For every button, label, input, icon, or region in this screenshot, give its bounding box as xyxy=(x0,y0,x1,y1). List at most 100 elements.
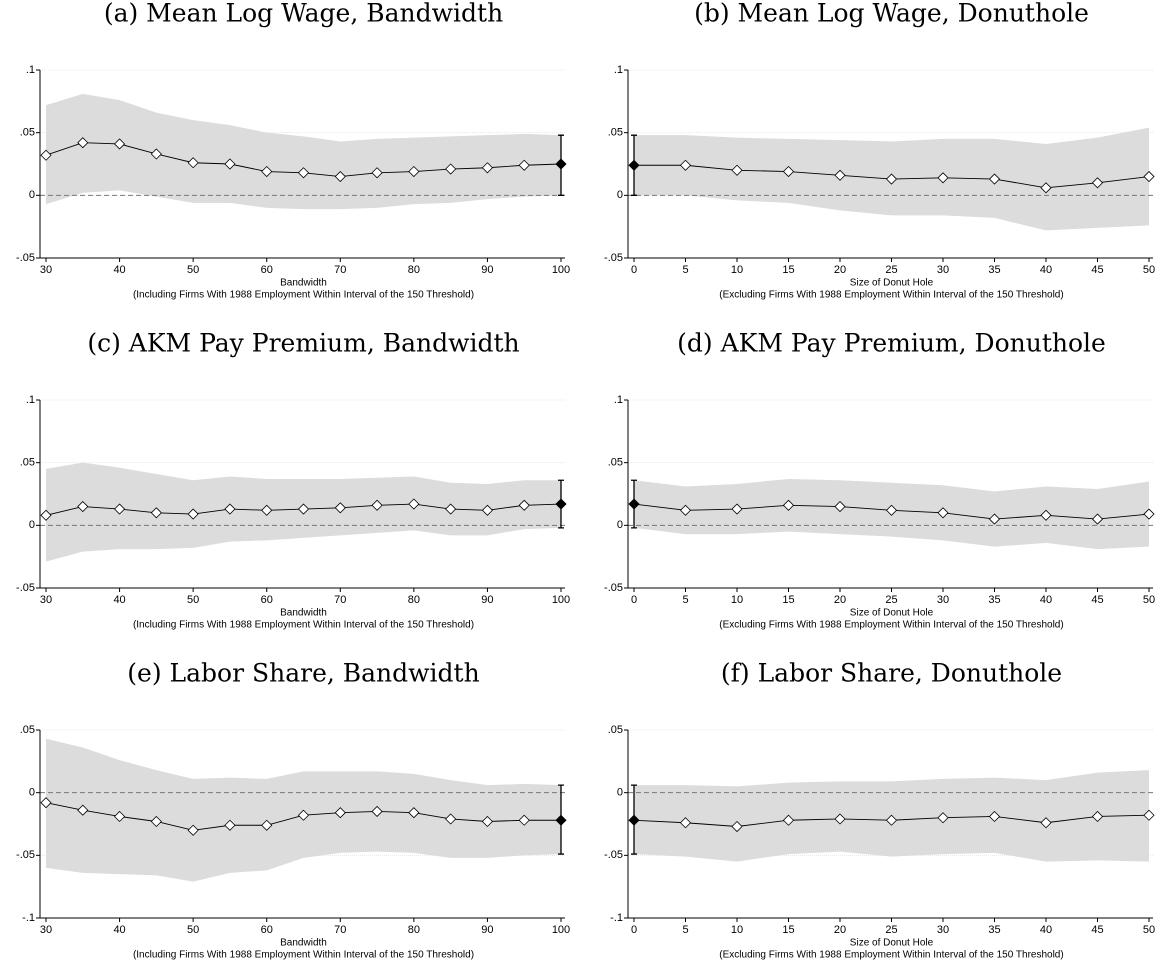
x-tick-label: 35 xyxy=(988,264,1000,276)
x-tick-label: 30 xyxy=(937,264,949,276)
y-tick-label: -.05 xyxy=(604,582,623,594)
x-axis-note: (Including Firms With 1988 Employment Wi… xyxy=(133,950,474,961)
point-marker xyxy=(187,508,199,520)
x-axis-note: (Excluding Firms With 1988 Employment Wi… xyxy=(719,950,1063,961)
panel-title: (e) Labor Share, Bandwidth xyxy=(127,659,479,688)
point-marker xyxy=(731,164,743,176)
point-marker xyxy=(885,173,898,185)
point-marker xyxy=(261,819,273,831)
point-marker xyxy=(518,159,530,171)
x-tick-label: 30 xyxy=(40,594,52,606)
y-tick-label: -.05 xyxy=(16,582,35,594)
x-axis-label: Bandwidth xyxy=(280,278,327,289)
point-marker xyxy=(1143,809,1155,821)
x-tick-label: 40 xyxy=(113,264,125,276)
x-tick-label: 30 xyxy=(937,924,949,936)
x-tick-label: 40 xyxy=(113,594,125,606)
point-marker xyxy=(114,503,126,515)
point-marker xyxy=(408,498,420,510)
baseline-marker xyxy=(628,159,640,171)
x-tick-label: 25 xyxy=(885,924,897,936)
point-marker xyxy=(224,158,236,170)
y-tick-label: 0 xyxy=(617,787,623,799)
point-marker xyxy=(834,169,846,181)
point-marker xyxy=(334,807,346,819)
point-marker xyxy=(40,797,52,809)
x-tick-label: 15 xyxy=(782,924,794,936)
y-tick-label: -.05 xyxy=(604,252,623,264)
point-marker xyxy=(782,165,795,178)
point-marker xyxy=(1091,513,1104,525)
point-marker xyxy=(1040,817,1052,829)
point-marker xyxy=(297,809,310,821)
x-tick-label: 70 xyxy=(334,594,346,606)
x-tick-label: 20 xyxy=(834,264,846,276)
x-tick-label: 15 xyxy=(782,594,794,606)
x-tick-label: 30 xyxy=(937,594,949,606)
point-marker xyxy=(114,810,126,823)
point-marker xyxy=(150,815,162,828)
y-tick-label: .1 xyxy=(614,394,623,406)
y-tick-label: -.1 xyxy=(22,912,35,924)
point-marker xyxy=(1091,177,1104,189)
x-tick-label: 60 xyxy=(261,924,273,936)
point-marker xyxy=(782,499,795,511)
point-marker xyxy=(77,500,89,513)
x-tick-label: 40 xyxy=(1040,594,1052,606)
x-tick-label: 60 xyxy=(261,264,273,276)
x-tick-label: 10 xyxy=(731,264,743,276)
y-tick-label: .1 xyxy=(26,394,35,406)
x-tick-label: 70 xyxy=(334,924,346,936)
point-marker xyxy=(679,159,692,171)
x-axis-note: (Including Firms With 1988 Employment Wi… xyxy=(133,290,474,301)
baseline-marker xyxy=(628,814,640,826)
x-tick-label: 35 xyxy=(988,594,1000,606)
panel-title: (f) Labor Share, Donuthole xyxy=(721,659,1062,688)
point-marker xyxy=(937,812,949,824)
x-tick-label: 70 xyxy=(334,264,346,276)
x-tick-label: 80 xyxy=(408,594,420,606)
point-marker xyxy=(1091,810,1104,823)
x-tick-label: 100 xyxy=(552,264,570,276)
x-tick-label: 45 xyxy=(1091,924,1103,936)
x-tick-label: 30 xyxy=(40,924,52,936)
x-tick-label: 90 xyxy=(481,594,493,606)
x-tick-label: 10 xyxy=(731,924,743,936)
panel-title: (b) Mean Log Wage, Donuthole xyxy=(694,0,1089,28)
x-tick-label: 25 xyxy=(885,594,897,606)
point-marker xyxy=(261,504,273,516)
x-tick-label: 20 xyxy=(834,924,846,936)
point-marker xyxy=(334,502,346,514)
point-marker xyxy=(988,810,1001,823)
point-marker xyxy=(334,170,346,183)
x-tick-label: 5 xyxy=(682,264,688,276)
point-marker xyxy=(371,805,383,818)
x-tick-label: 80 xyxy=(408,924,420,936)
x-tick-label: 90 xyxy=(481,924,493,936)
point-marker xyxy=(481,815,493,828)
panel-title: (a) Mean Log Wage, Bandwidth xyxy=(104,0,503,28)
point-marker xyxy=(371,499,383,511)
x-axis-label: Bandwidth xyxy=(280,608,327,619)
x-tick-label: 5 xyxy=(682,594,688,606)
point-marker xyxy=(834,500,846,513)
point-marker xyxy=(1143,508,1155,520)
x-tick-label: 50 xyxy=(1143,264,1155,276)
point-marker xyxy=(834,813,846,825)
point-marker xyxy=(885,504,898,516)
point-marker xyxy=(77,804,89,816)
x-tick-label: 100 xyxy=(552,594,570,606)
x-tick-label: 45 xyxy=(1091,594,1103,606)
y-tick-label: .05 xyxy=(20,457,35,469)
point-marker xyxy=(731,820,743,833)
x-tick-label: 90 xyxy=(481,264,493,276)
point-marker xyxy=(481,162,493,174)
x-tick-label: 0 xyxy=(631,924,637,936)
x-tick-label: 10 xyxy=(731,594,743,606)
y-tick-label: .1 xyxy=(26,64,35,76)
x-tick-label: 5 xyxy=(682,924,688,936)
x-tick-label: 50 xyxy=(187,924,199,936)
x-tick-label: 30 xyxy=(40,264,52,276)
point-marker xyxy=(1040,182,1052,194)
